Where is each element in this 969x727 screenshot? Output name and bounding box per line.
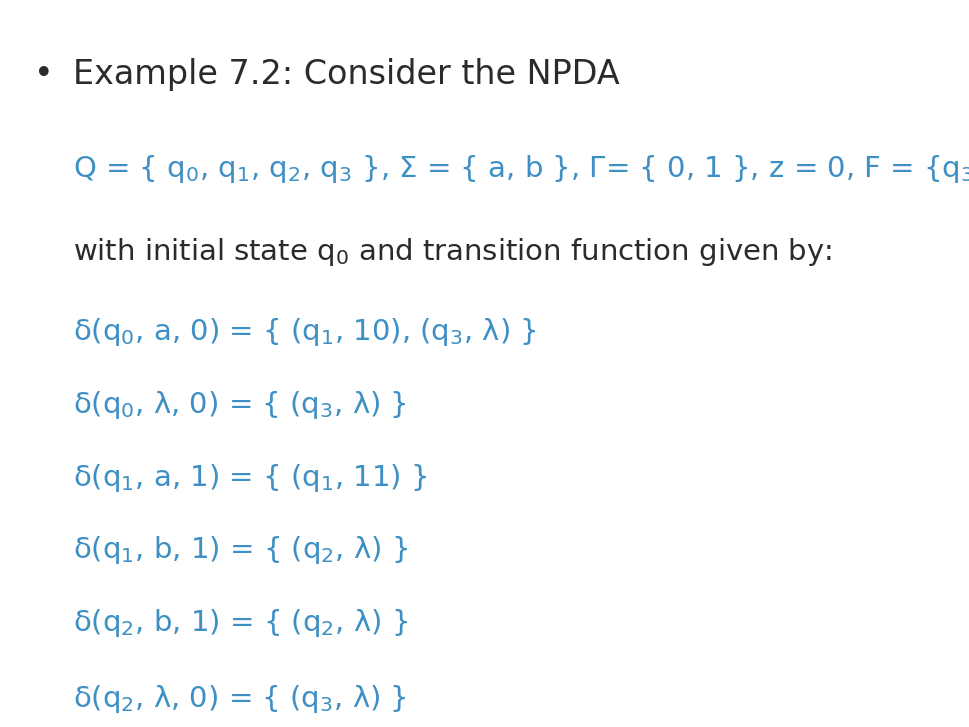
Text: δ($\mathregular{q_1}$, b, 1) = { ($\mathregular{q_2}$, λ) }: δ($\mathregular{q_1}$, b, 1) = { ($\math… xyxy=(73,534,407,566)
Text: δ($\mathregular{q_1}$, a, 1) = { ($\mathregular{q_1}$, 11) }: δ($\mathregular{q_1}$, a, 1) = { ($\math… xyxy=(73,462,426,494)
Text: •: • xyxy=(34,58,53,91)
Text: δ($\mathregular{q_2}$, b, 1) = { ($\mathregular{q_2}$, λ) }: δ($\mathregular{q_2}$, b, 1) = { ($\math… xyxy=(73,607,407,639)
Text: δ($\mathregular{q_0}$, λ, 0) = { ($\mathregular{q_3}$, λ) }: δ($\mathregular{q_0}$, λ, 0) = { ($\math… xyxy=(73,389,406,421)
Text: δ($\mathregular{q_0}$, a, 0) = { ($\mathregular{q_1}$, 10), ($\mathregular{q_3}$: δ($\mathregular{q_0}$, a, 0) = { ($\math… xyxy=(73,316,536,348)
Text: with initial state $\mathregular{q_0}$ and transition function given by:: with initial state $\mathregular{q_0}$ a… xyxy=(73,236,831,268)
Text: δ($\mathregular{q_2}$, λ, 0) = { ($\mathregular{q_3}$, λ) }: δ($\mathregular{q_2}$, λ, 0) = { ($\math… xyxy=(73,683,406,715)
Text: Example 7.2: Consider the NPDA: Example 7.2: Consider the NPDA xyxy=(73,58,619,91)
Text: Q = { $\mathregular{q_0}$, $\mathregular{q_1}$, $\mathregular{q_2}$, $\mathregul: Q = { $\mathregular{q_0}$, $\mathregular… xyxy=(73,153,969,185)
